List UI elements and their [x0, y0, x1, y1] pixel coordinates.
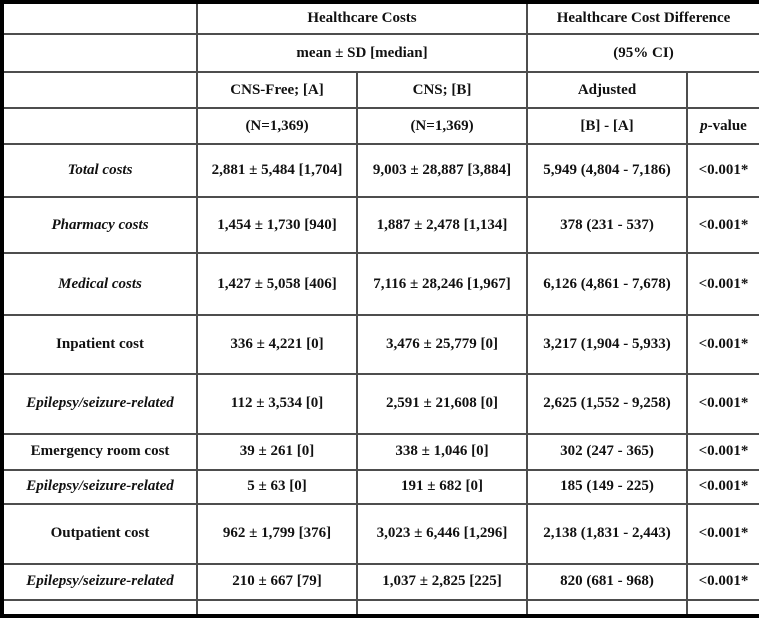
- row-label: Outpatient cost: [0, 502, 198, 565]
- header-row-1: Healthcare Costs Healthcare Cost Differe…: [0, 0, 759, 36]
- cell-p-value: <0.001*: [686, 314, 759, 375]
- cell-cns: 9,003 ± 28,887 [3,884]: [355, 143, 529, 199]
- header-empty-cell: [0, 33, 198, 74]
- cell-adjusted: 2,625 (1,552 - 9,258): [526, 372, 689, 435]
- cell-p-value: <0.001*: [686, 143, 759, 199]
- cell-p-value: <0.001*: [686, 432, 759, 471]
- header-healthcare-cost-difference: Healthcare Cost Difference: [526, 0, 759, 36]
- cell-p-value: <0.001*: [686, 562, 759, 601]
- row-label: Total costs: [0, 143, 198, 199]
- header-cns-free: CNS-Free; [A]: [196, 71, 358, 110]
- cell-p-value: <0.001*: [686, 252, 759, 317]
- cell-cns-free: 962 ± 1,799 [376]: [196, 502, 358, 565]
- empty-cell: [0, 598, 198, 618]
- table-row-total-costs: Total costs 2,881 ± 5,484 [1,704] 9,003 …: [0, 143, 759, 199]
- cell-cns: 1,887 ± 2,478 [1,134]: [355, 196, 529, 255]
- table-row-inpatient-cost: Inpatient cost 336 ± 4,221 [0] 3,476 ± 2…: [0, 314, 759, 375]
- empty-cell: [355, 598, 529, 618]
- cell-p-value: <0.001*: [686, 502, 759, 565]
- header-n-cns-free: (N=1,369): [196, 107, 358, 146]
- cell-cns-free: 39 ± 261 [0]: [196, 432, 358, 471]
- table-row-pharmacy-costs: Pharmacy costs 1,454 ± 1,730 [940] 1,887…: [0, 196, 759, 255]
- empty-cell: [196, 598, 358, 618]
- empty-cell: [686, 598, 759, 618]
- cell-cns: 3,023 ± 6,446 [1,296]: [355, 502, 529, 565]
- header-b-minus-a: [B] - [A]: [526, 107, 689, 146]
- cell-adjusted: 378 (231 - 537): [526, 196, 689, 255]
- p-value-rest: -value: [707, 117, 747, 134]
- cell-cns: 3,476 ± 25,779 [0]: [355, 314, 529, 375]
- cell-adjusted: 3,217 (1,904 - 5,933): [526, 314, 689, 375]
- header-empty-cell: [0, 0, 198, 36]
- header-empty-cell: [0, 107, 198, 146]
- header-adjusted: Adjusted: [526, 71, 689, 110]
- header-95-ci: (95% CI): [526, 33, 759, 74]
- cell-cns-free: 1,454 ± 1,730 [940]: [196, 196, 358, 255]
- empty-cell: [526, 598, 689, 618]
- cell-cns: 2,591 ± 21,608 [0]: [355, 372, 529, 435]
- header-row-4: (N=1,369) (N=1,369) [B] - [A] p-value: [0, 107, 759, 146]
- cell-p-value: <0.001*: [686, 196, 759, 255]
- cell-p-value: <0.001*: [686, 372, 759, 435]
- header-n-cns: (N=1,369): [355, 107, 529, 146]
- cell-adjusted: 185 (149 - 225): [526, 468, 689, 505]
- header-empty-cell: [0, 71, 198, 110]
- table-row-epilepsy-er: Epilepsy/seizure-related 5 ± 63 [0] 191 …: [0, 468, 759, 505]
- table-row-emergency-room-cost: Emergency room cost 39 ± 261 [0] 338 ± 1…: [0, 432, 759, 471]
- row-label: Epilepsy/seizure-related: [0, 562, 198, 601]
- header-empty-cell: [686, 71, 759, 110]
- cell-adjusted: 2,138 (1,831 - 2,443): [526, 502, 689, 565]
- cell-cns-free: 336 ± 4,221 [0]: [196, 314, 358, 375]
- cell-cns-free: 1,427 ± 5,058 [406]: [196, 252, 358, 317]
- row-label: Epilepsy/seizure-related: [0, 468, 198, 505]
- cell-cns-free: 2,881 ± 5,484 [1,704]: [196, 143, 358, 199]
- cell-cns: 338 ± 1,046 [0]: [355, 432, 529, 471]
- header-p-value: p-value: [686, 107, 759, 146]
- row-label: Epilepsy/seizure-related: [0, 372, 198, 435]
- row-label: Emergency room cost: [0, 432, 198, 471]
- header-mean-sd-median: mean ± SD [median]: [195, 33, 529, 74]
- cell-p-value: <0.001*: [686, 468, 759, 505]
- table-row-medical-costs: Medical costs 1,427 ± 5,058 [406] 7,116 …: [0, 252, 759, 317]
- header-cns: CNS; [B]: [355, 71, 529, 110]
- cell-cns: 1,037 ± 2,825 [225]: [355, 562, 529, 601]
- header-row-2: mean ± SD [median] (95% CI): [0, 33, 759, 74]
- cell-adjusted: 820 (681 - 968): [526, 562, 689, 601]
- header-row-3: CNS-Free; [A] CNS; [B] Adjusted: [0, 71, 759, 110]
- table-row-outpatient-cost: Outpatient cost 962 ± 1,799 [376] 3,023 …: [0, 502, 759, 565]
- header-healthcare-costs: Healthcare Costs: [195, 0, 529, 36]
- row-label: Medical costs: [0, 252, 198, 317]
- cell-adjusted: 6,126 (4,861 - 7,678): [526, 252, 689, 317]
- cell-cns: 191 ± 682 [0]: [355, 468, 529, 505]
- cell-cns: 7,116 ± 28,246 [1,967]: [355, 252, 529, 317]
- p-value-italic-p: p: [700, 117, 708, 134]
- table-row-epilepsy-outpatient: Epilepsy/seizure-related 210 ± 667 [79] …: [0, 562, 759, 601]
- cell-adjusted: 302 (247 - 365): [526, 432, 689, 471]
- row-label: Inpatient cost: [0, 314, 198, 375]
- row-label: Pharmacy costs: [0, 196, 198, 255]
- cell-cns-free: 5 ± 63 [0]: [196, 468, 358, 505]
- cell-cns-free: 210 ± 667 [79]: [196, 562, 358, 601]
- cell-cns-free: 112 ± 3,534 [0]: [196, 372, 358, 435]
- table-row-empty: [0, 598, 759, 618]
- table-row-epilepsy-inpatient: Epilepsy/seizure-related 112 ± 3,534 [0]…: [0, 372, 759, 435]
- cell-adjusted: 5,949 (4,804 - 7,186): [526, 143, 689, 199]
